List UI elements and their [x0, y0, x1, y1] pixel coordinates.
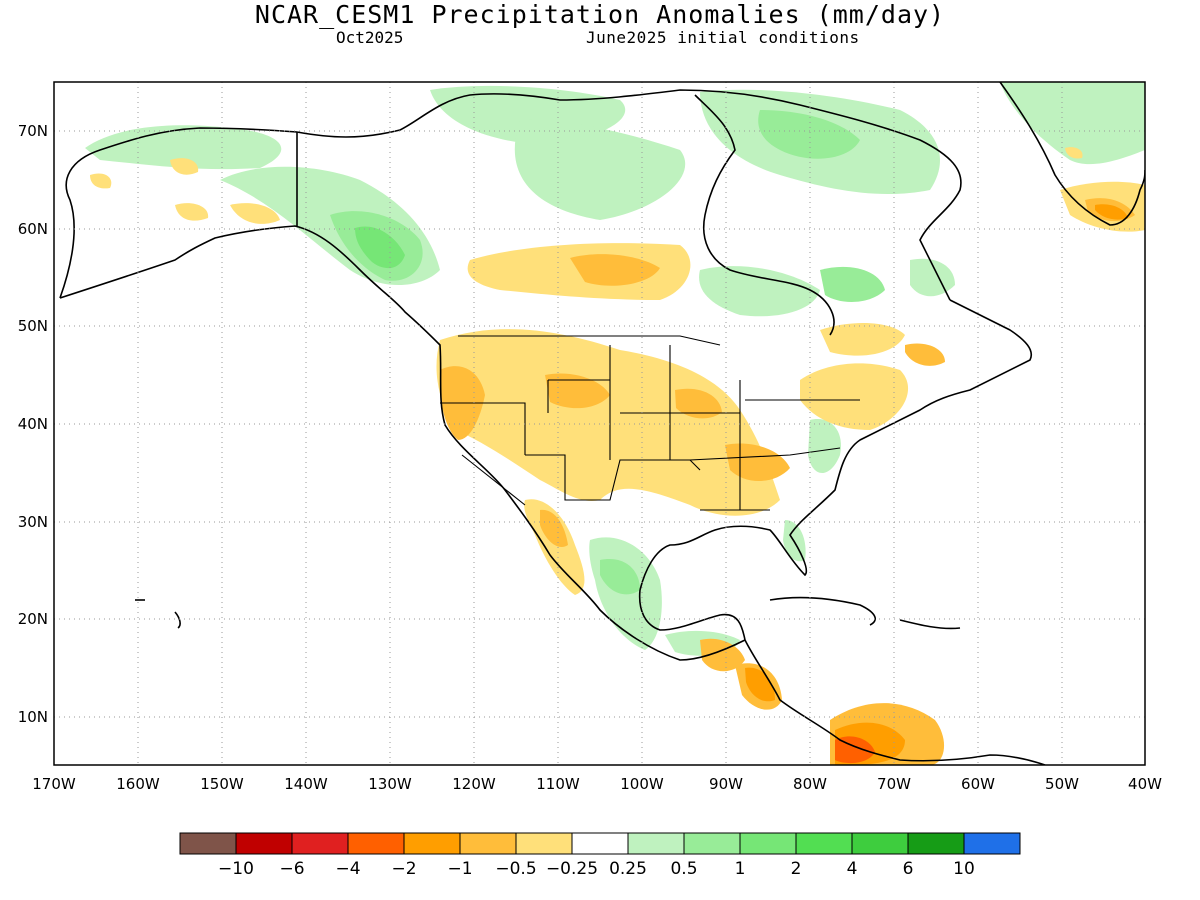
colorbar-label: 6: [903, 859, 914, 879]
dry-anomaly-regions: [90, 147, 1145, 765]
lat-tick-label: 30N: [18, 513, 48, 531]
anomaly-fields: [85, 82, 1145, 765]
colorbar-label: 4: [847, 859, 858, 879]
lon-tick-label: 100W: [620, 775, 664, 793]
colorbar-swatch: [347, 832, 405, 855]
lon-tick-label: 120W: [452, 775, 496, 793]
map-frame: [53, 81, 1146, 766]
lon-tick-label: 60W: [961, 775, 995, 793]
colorbar-label: −0.5: [495, 859, 536, 879]
colorbar-label: −0.25: [546, 859, 598, 879]
colorbar-swatch: [291, 832, 349, 855]
colorbar-label: −6: [279, 859, 304, 879]
map-title: NCAR_CESM1 Precipitation Anomalies (mm/d…: [254, 0, 946, 29]
colorbar-swatch: [907, 832, 965, 855]
lat-tick-label: 40N: [18, 415, 48, 433]
lon-tick-label: 80W: [793, 775, 827, 793]
colorbar-swatch: [627, 832, 685, 855]
colorbar-swatch: [963, 832, 1021, 855]
coastlines: [59, 82, 1145, 765]
colorbar-swatch: [795, 832, 853, 855]
lon-tick-label: 110W: [536, 775, 580, 793]
colorbar-swatch: [683, 832, 741, 855]
lon-tick-label: 150W: [200, 775, 244, 793]
lat-tick-label: 50N: [18, 317, 48, 335]
colorbar-swatch: [403, 832, 461, 855]
colorbar-label: −10: [218, 859, 254, 879]
valid-month-label: Oct2025: [336, 28, 404, 47]
lon-axis-labels: 170W 160W 150W 140W 130W 120W 110W 100W …: [32, 775, 1162, 793]
lon-tick-label: 70W: [877, 775, 911, 793]
lon-tick-label: 40W: [1128, 775, 1162, 793]
colorbar-swatch: [459, 832, 517, 855]
colorbar-label: −4: [335, 859, 360, 879]
lon-tick-label: 130W: [368, 775, 412, 793]
lon-tick-label: 140W: [284, 775, 328, 793]
lat-tick-label: 60N: [18, 220, 48, 238]
lat-tick-label: 70N: [18, 122, 48, 140]
colorbar-label: 1: [735, 859, 746, 879]
colorbar-swatch: [571, 832, 629, 855]
lat-tick-label: 20N: [18, 610, 48, 628]
lat-axis-labels: 10N 20N 30N 40N 50N 60N 70N: [18, 122, 48, 726]
colorbar-label: 0.25: [609, 859, 647, 879]
colorbar-label: 10: [953, 859, 975, 879]
colorbar-label: −2: [391, 859, 416, 879]
colorbar-label: 0.5: [670, 859, 697, 879]
colorbar-label: −1: [447, 859, 472, 879]
init-conditions-label: June2025 initial conditions: [586, 28, 860, 47]
colorbar-swatch: [235, 832, 293, 855]
political-borders: [440, 335, 860, 511]
colorbar-swatch: [851, 832, 909, 855]
colorbar-swatch: [515, 832, 573, 855]
colorbar-label: 2: [791, 859, 802, 879]
graticule: [54, 82, 1145, 765]
colorbar-swatch: [739, 832, 797, 855]
lon-tick-label: 170W: [32, 775, 76, 793]
colorbar-swatch: [179, 832, 237, 855]
lon-tick-label: 90W: [709, 775, 743, 793]
lon-tick-label: 50W: [1045, 775, 1079, 793]
lon-tick-label: 160W: [116, 775, 160, 793]
lat-tick-label: 10N: [18, 708, 48, 726]
colorbar: −10 −6 −4 −2 −1 −0.5 −0.25 0.25 0.5 1 2 4 6 10: [179, 832, 1021, 879]
